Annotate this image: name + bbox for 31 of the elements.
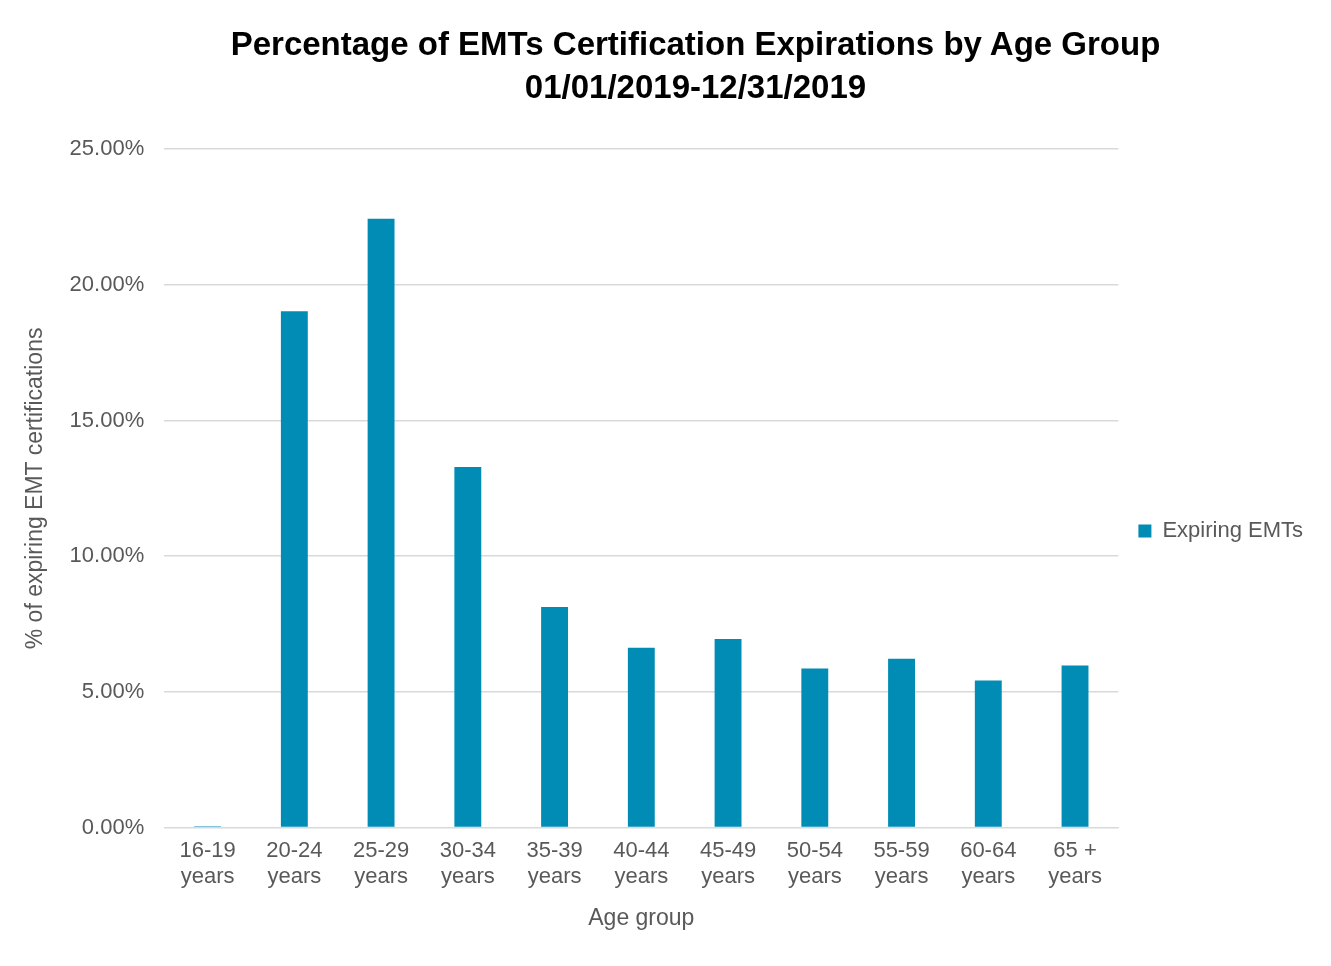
x-tick-label: 20-24 years xyxy=(266,836,323,889)
x-tick-label: 35-39 years xyxy=(526,836,583,889)
x-tick-label: 45-49 years xyxy=(699,836,757,889)
y-tick-label: 0.00% xyxy=(81,813,145,839)
chart-title: Percentage of EMTs Certification Expirations by Age Group 01/01/2019-12/31/2019 xyxy=(229,24,1162,107)
y-axis-title: % of expiring EMT certifications xyxy=(21,327,48,650)
y-tick-label: 20.00% xyxy=(69,270,145,296)
bar xyxy=(454,466,482,827)
bar xyxy=(888,658,915,827)
bar xyxy=(280,311,308,827)
x-tick-label: 65 + years xyxy=(1048,836,1102,889)
bar xyxy=(801,668,829,827)
x-tick-label: 16-19 years xyxy=(179,836,236,889)
x-tick-label: 40-44 years xyxy=(613,836,670,889)
x-tick-label: 25-29 years xyxy=(352,836,410,889)
y-tick-label: 5.00% xyxy=(81,677,145,703)
x-tick-label: 50-54 years xyxy=(786,836,843,889)
bar xyxy=(367,218,395,827)
bar xyxy=(974,680,1002,827)
x-tick-label: 30-34 years xyxy=(439,836,496,889)
x-tick-label: 55-59 years xyxy=(873,836,930,889)
x-tick-label: 60-64 years xyxy=(960,836,1017,889)
bar xyxy=(714,639,742,827)
bar xyxy=(1061,665,1089,827)
bar xyxy=(627,647,655,827)
y-tick-label: 10.00% xyxy=(69,542,145,568)
legend-label: Expiring EMTs xyxy=(1162,517,1303,543)
bar xyxy=(541,606,569,827)
y-tick-label: 15.00% xyxy=(69,406,145,432)
x-axis-title: Age group xyxy=(588,903,695,930)
y-tick-label: 25.00% xyxy=(69,135,145,161)
